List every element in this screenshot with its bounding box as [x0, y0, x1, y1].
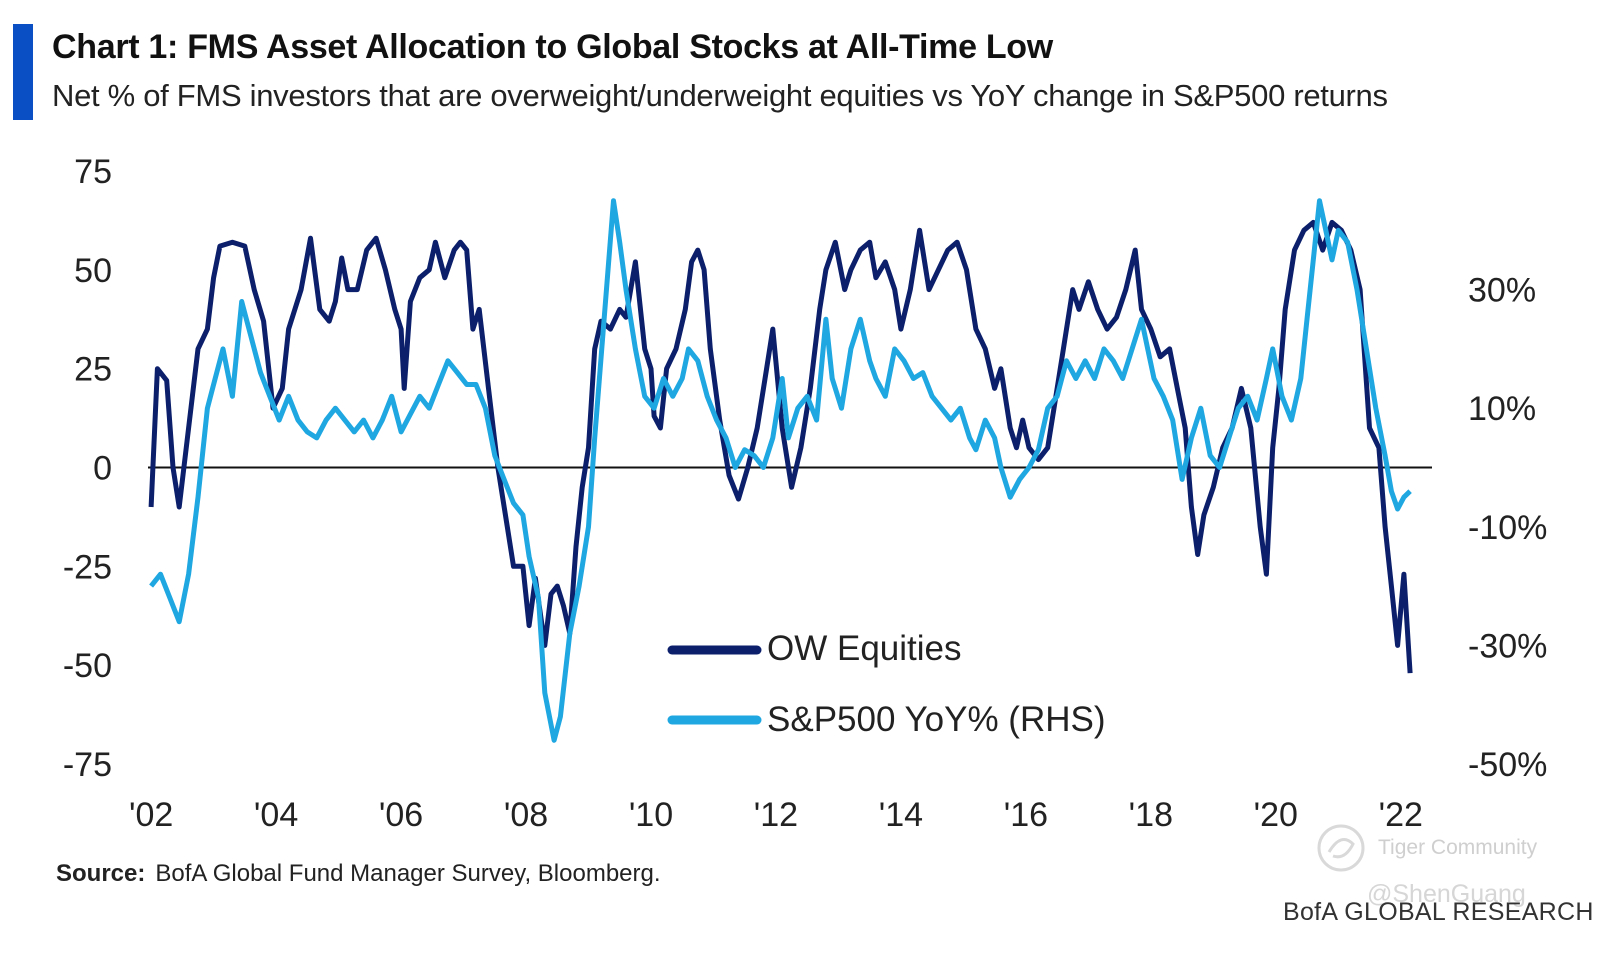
tiger-logo-icon — [1317, 824, 1365, 872]
source-note: Source: BofA Global Fund Manager Survey, … — [56, 860, 661, 888]
x-tick-label: '12 — [754, 796, 798, 834]
left-tick-label: -75 — [63, 746, 112, 784]
x-tick-label: '16 — [1004, 796, 1048, 834]
right-axis: 30% 10% -10% -30% -50% — [1468, 272, 1547, 784]
x-tick-label: '04 — [254, 796, 298, 834]
left-axis: 75 50 25 0 -25 -50 -75 — [63, 153, 112, 784]
watermark-handle: @ShenGuang — [1367, 880, 1526, 908]
left-tick-label: 0 — [93, 450, 112, 488]
legend-label-sp500: S&P500 YoY% (RHS) — [767, 700, 1106, 739]
right-tick-label: -10% — [1468, 509, 1547, 547]
x-tick-label: '10 — [629, 796, 673, 834]
x-tick-label: '20 — [1254, 796, 1298, 834]
x-tick-label: '14 — [879, 796, 923, 834]
left-tick-label: 50 — [74, 252, 112, 290]
series-layer — [148, 198, 1413, 743]
left-tick-label: 75 — [74, 153, 112, 191]
source-text: BofA Global Fund Manager Survey, Bloombe… — [155, 860, 661, 887]
chart-title: Chart 1: FMS Asset Allocation to Global … — [52, 28, 1053, 66]
x-tick-label: '02 — [129, 796, 173, 834]
x-axis: '02 '04 '06 '08 '10 '12 '14 '16 '18 '20 '22 — [129, 796, 1423, 834]
watermark-text: Tiger Community — [1378, 836, 1538, 859]
title-accent-bar — [13, 24, 33, 120]
series-line-ow-equities — [148, 219, 1413, 674]
x-tick-label: '22 — [1379, 796, 1423, 834]
right-tick-label: 10% — [1468, 390, 1536, 428]
x-tick-label: '18 — [1129, 796, 1173, 834]
left-tick-label: -50 — [63, 647, 112, 685]
source-label: Source: — [56, 860, 146, 887]
right-tick-label: -50% — [1468, 746, 1547, 784]
x-tick-label: '08 — [504, 796, 548, 834]
legend: OW Equities S&P500 YoY% (RHS) — [667, 629, 1106, 739]
legend-label-ow-equities: OW Equities — [767, 629, 962, 668]
left-tick-label: -25 — [63, 548, 112, 586]
right-tick-label: -30% — [1468, 627, 1547, 665]
series-line-sp500 — [149, 198, 1412, 743]
left-tick-label: 25 — [74, 351, 112, 389]
right-tick-label: 30% — [1468, 272, 1536, 310]
x-tick-label: '06 — [379, 796, 423, 834]
chart-subtitle: Net % of FMS investors that are overweig… — [52, 78, 1388, 113]
footer-brand: BofA GLOBAL RESEARCH — [1283, 898, 1594, 926]
